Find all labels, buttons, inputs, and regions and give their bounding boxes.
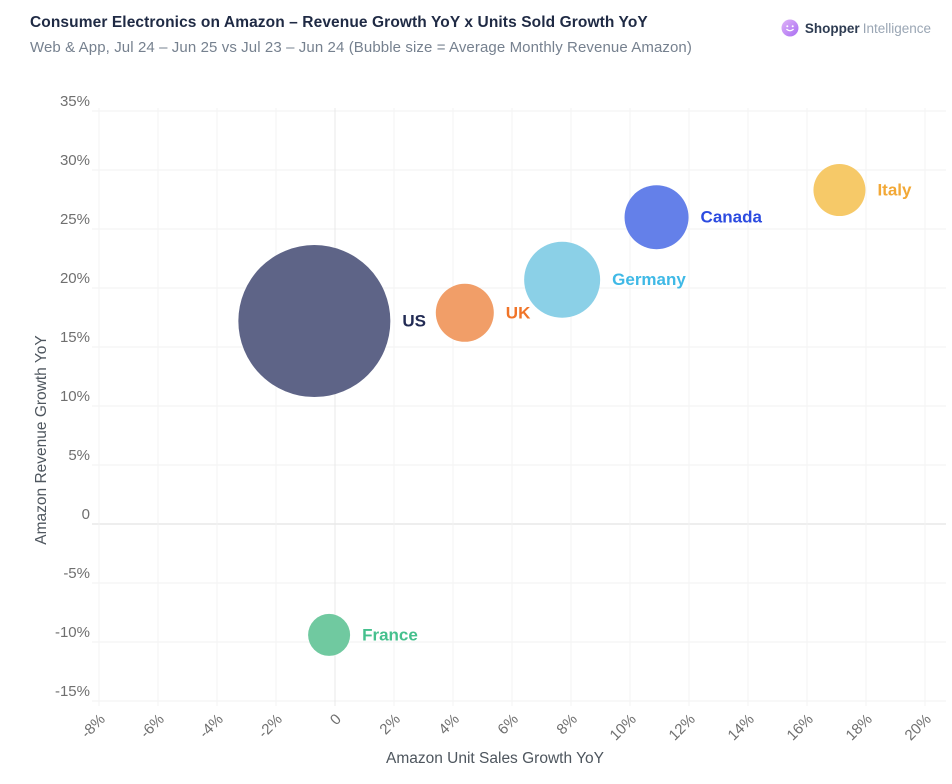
bubble-label-canada: Canada xyxy=(701,208,763,227)
bubble-france[interactable] xyxy=(308,613,351,656)
y-tick-label-35: 35% xyxy=(60,93,90,110)
x-tick-label-8: 8% xyxy=(553,711,580,738)
brand-name-secondary: Intelligence xyxy=(862,20,931,36)
brand-name-primary: Shopper xyxy=(804,20,860,36)
bubble-label-us: US xyxy=(402,312,426,331)
shopper-intelligence-logo-icon xyxy=(781,19,799,37)
y-tick-label-10: 10% xyxy=(60,388,90,405)
y-tick-label-0: 0 xyxy=(82,506,90,523)
y-tick-label-20: 20% xyxy=(60,270,90,287)
bubble-us[interactable] xyxy=(238,245,391,398)
y-tick-label--15: -15% xyxy=(55,683,90,700)
y-tick-label-5: 5% xyxy=(68,447,90,464)
x-tick-label-12: 12% xyxy=(666,711,699,744)
y-tick-label-30: 30% xyxy=(60,152,90,169)
brand-name: Shopper Intelligence xyxy=(805,21,931,36)
bubble-label-uk: UK xyxy=(506,303,531,322)
x-tick-label-16: 16% xyxy=(784,711,817,744)
x-tick-label-18: 18% xyxy=(843,711,876,744)
x-tick-label--8: -8% xyxy=(78,711,109,742)
y-tick-label--5: -5% xyxy=(63,565,90,582)
bubble-label-france: France xyxy=(362,625,418,644)
chart-title: Consumer Electronics on Amazon – Revenue… xyxy=(30,14,648,31)
x-tick-label--4: -4% xyxy=(196,711,227,742)
x-tick-label-4: 4% xyxy=(435,711,462,738)
x-tick-label-14: 14% xyxy=(725,711,758,744)
x-tick-label-0: 0 xyxy=(327,711,345,729)
y-tick-label-25: 25% xyxy=(60,211,90,228)
y-axis-title: Amazon Revenue Growth YoY xyxy=(33,335,50,544)
chart-subtitle: Web & App, Jul 24 – Jun 25 vs Jul 23 – J… xyxy=(30,38,692,56)
bubble-uk[interactable] xyxy=(435,283,494,342)
x-tick-label--6: -6% xyxy=(137,711,168,742)
x-tick-label-2: 2% xyxy=(376,711,403,738)
bubble-label-italy: Italy xyxy=(877,181,912,200)
x-tick-label--2: -2% xyxy=(255,711,286,742)
x-axis-title: Amazon Unit Sales Growth YoY xyxy=(386,750,604,767)
y-tick-label--10: -10% xyxy=(55,624,90,641)
bubble-germany[interactable] xyxy=(524,241,601,318)
x-tick-label-10: 10% xyxy=(607,711,640,744)
chart-header: Consumer Electronics on Amazon – Revenue… xyxy=(30,13,692,56)
bubble-canada[interactable] xyxy=(624,185,689,250)
bubble-italy[interactable] xyxy=(813,164,866,217)
brand-logo: Shopper Intelligence xyxy=(781,19,931,37)
x-tick-label-6: 6% xyxy=(494,711,521,738)
y-tick-label-15: 15% xyxy=(60,329,90,346)
x-tick-label-20: 20% xyxy=(902,711,935,744)
bubble-label-germany: Germany xyxy=(612,270,686,289)
